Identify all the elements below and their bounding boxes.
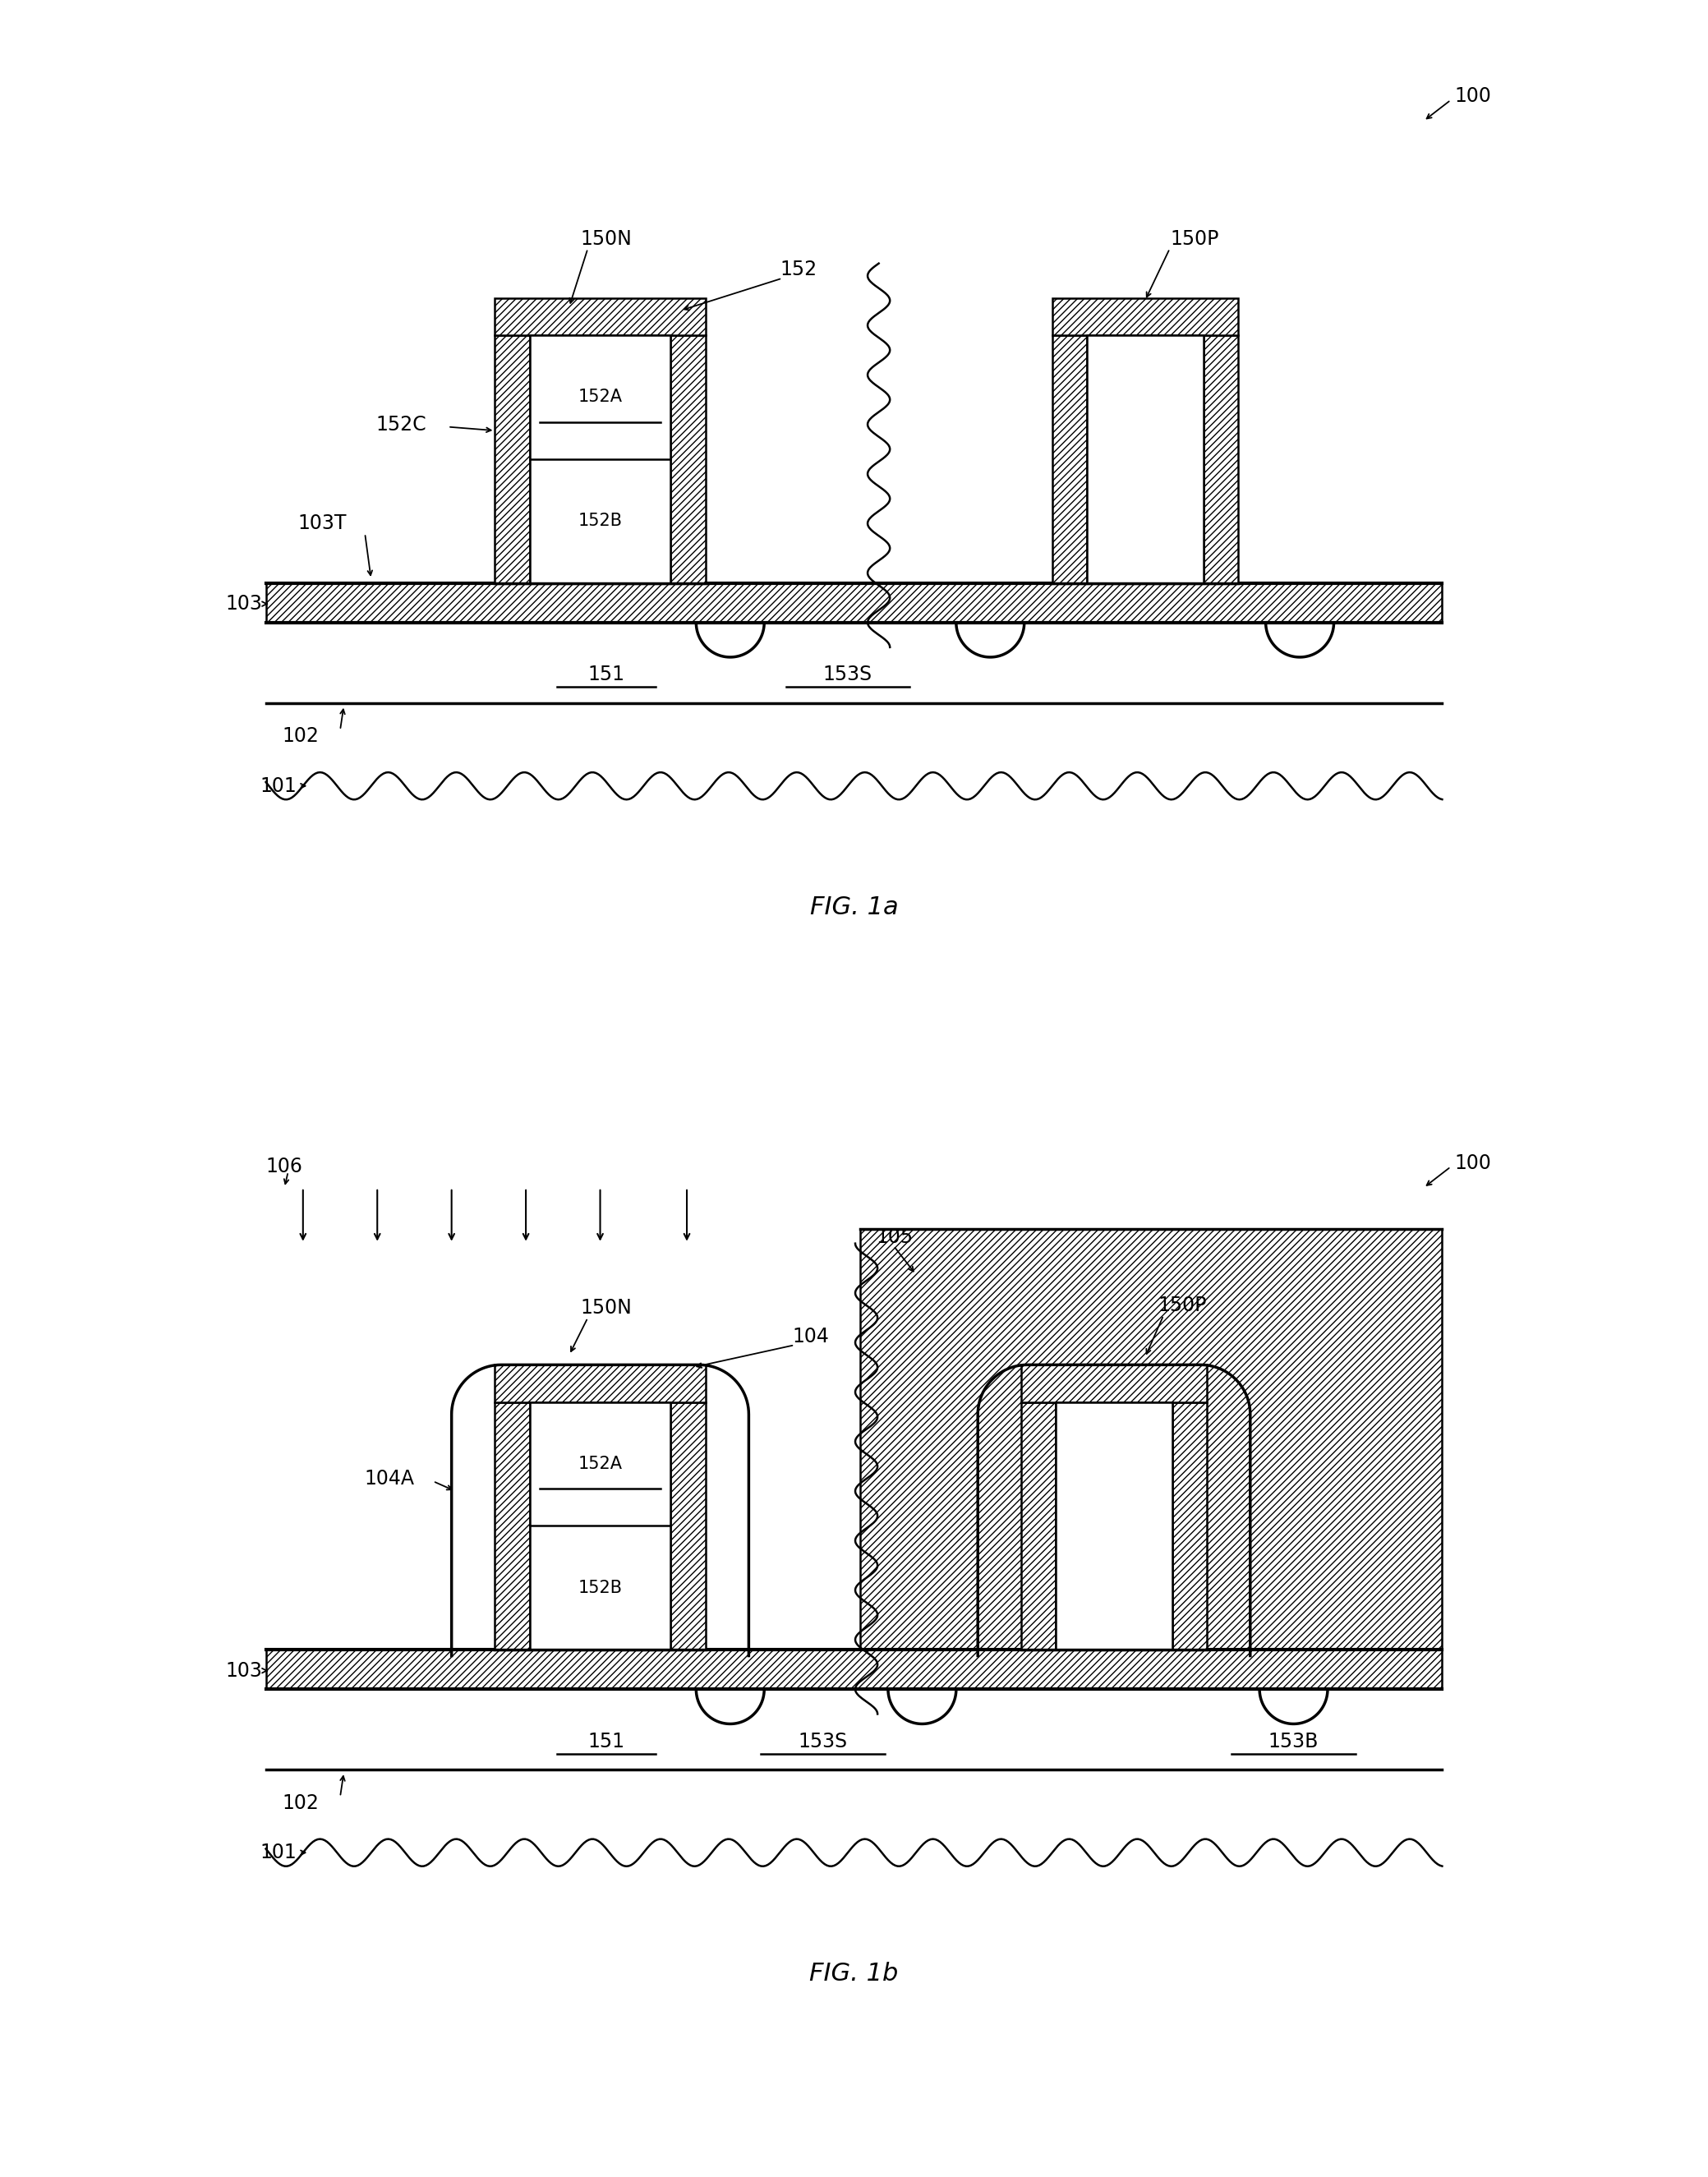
Text: 103: 103 — [225, 1661, 261, 1681]
Text: 104: 104 — [793, 1326, 828, 1345]
Bar — [1052, 335, 1086, 583]
Text: 150N: 150N — [581, 229, 632, 248]
Bar — [1052, 298, 1238, 335]
Text: 100: 100 — [1455, 87, 1491, 107]
Bar — [266, 583, 1442, 623]
Text: 152A: 152A — [577, 390, 622, 405]
Text: 150N: 150N — [581, 1297, 632, 1317]
Bar — [495, 1402, 529, 1650]
Text: 103: 103 — [225, 594, 261, 614]
Text: 153S: 153S — [798, 1731, 847, 1750]
Bar — [671, 1402, 705, 1650]
Text: 153S: 153S — [823, 664, 873, 684]
Bar — [1021, 1402, 1056, 1650]
Bar — [495, 1365, 705, 1402]
Bar — [1021, 1365, 1208, 1402]
Bar — [529, 1402, 671, 1650]
Text: 153B: 153B — [1269, 1731, 1319, 1750]
Text: 103T: 103T — [297, 514, 347, 533]
Text: 151: 151 — [588, 664, 625, 684]
Text: 106: 106 — [266, 1156, 302, 1176]
Text: 100: 100 — [1455, 1154, 1491, 1173]
Text: FIG. 1b: FIG. 1b — [810, 1961, 898, 1985]
Text: 102: 102 — [282, 1794, 319, 1813]
Text: 152A: 152A — [577, 1456, 622, 1472]
Text: 152B: 152B — [577, 514, 622, 529]
Text: 101: 101 — [260, 1842, 297, 1864]
Text: 104A: 104A — [364, 1469, 415, 1489]
Bar — [671, 335, 705, 583]
Bar — [1021, 1365, 1208, 1650]
Text: 150P: 150P — [1170, 229, 1220, 248]
Bar — [266, 1650, 1442, 1689]
Bar — [1202, 335, 1238, 583]
Text: 152: 152 — [781, 259, 816, 279]
Text: 150P: 150P — [1158, 1295, 1206, 1315]
Text: 152C: 152C — [376, 414, 427, 433]
Bar — [495, 298, 705, 335]
Text: 151: 151 — [588, 1731, 625, 1750]
Text: 152B: 152B — [577, 1581, 622, 1596]
Text: FIG. 1a: FIG. 1a — [810, 895, 898, 919]
Bar — [529, 335, 671, 583]
Bar — [861, 1228, 1442, 1650]
Text: 102: 102 — [282, 727, 319, 747]
Bar — [1172, 1402, 1208, 1650]
Bar — [1056, 1402, 1172, 1650]
Bar — [495, 335, 529, 583]
Text: 101: 101 — [260, 775, 297, 797]
Text: 105: 105 — [876, 1228, 914, 1247]
Bar — [1086, 335, 1202, 583]
